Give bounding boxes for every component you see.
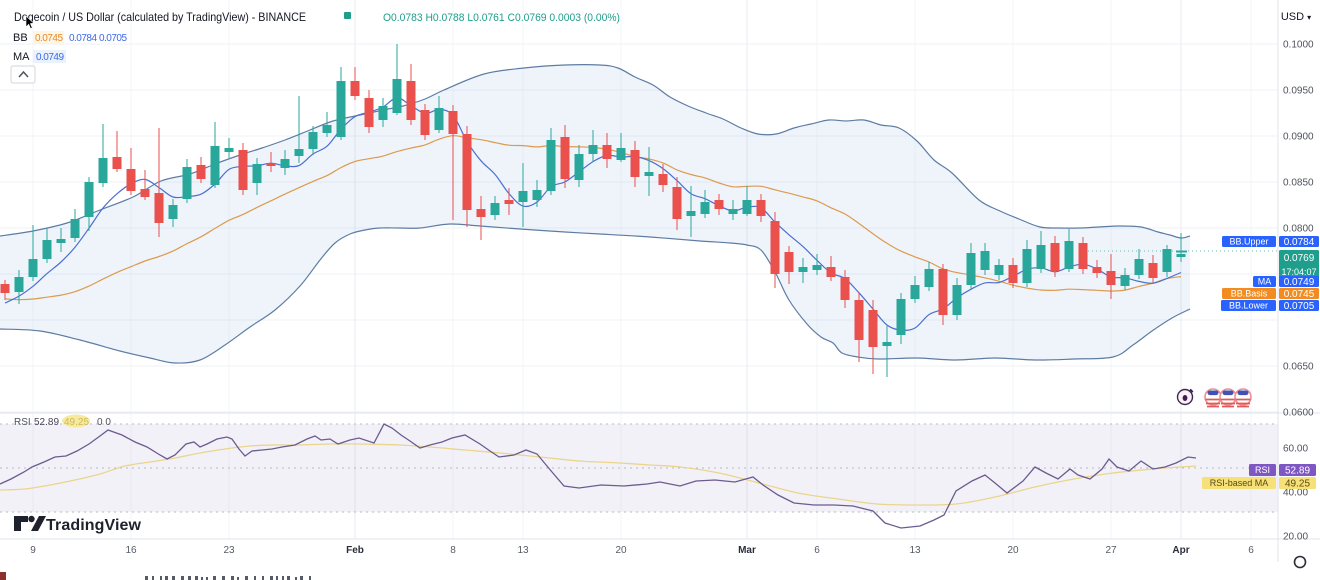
svg-text:O0.0783 H0.0788 L0.0761 C0.076: O0.0783 H0.0788 L0.0761 C0.0769 0.0003 (…	[383, 12, 620, 24]
svg-text:20: 20	[1007, 545, 1019, 556]
svg-text:0.0749: 0.0749	[36, 52, 64, 63]
svg-text:49.25: 49.25	[64, 417, 89, 428]
svg-text:TradingView: TradingView	[46, 517, 142, 534]
svg-text:9: 9	[30, 545, 36, 556]
svg-text:RSI: RSI	[1255, 465, 1270, 475]
svg-text:20.00: 20.00	[1283, 532, 1308, 543]
svg-text:8: 8	[450, 545, 456, 556]
svg-text:17:04:07: 17:04:07	[1281, 267, 1316, 277]
svg-text:BB.Lower: BB.Lower	[1229, 301, 1268, 311]
svg-text:13: 13	[909, 545, 921, 556]
svg-text:40.00: 40.00	[1283, 488, 1308, 499]
svg-text:0.0705: 0.0705	[1284, 301, 1315, 312]
svg-text:Apr: Apr	[1172, 545, 1189, 556]
svg-text:BB: BB	[13, 32, 28, 44]
svg-text:USD ▾: USD ▾	[1281, 11, 1311, 23]
svg-text:0.0784: 0.0784	[69, 33, 97, 44]
svg-text:RSI-based MA: RSI-based MA	[1210, 478, 1269, 488]
svg-text:BB.Basis: BB.Basis	[1231, 289, 1268, 299]
svg-text:0.0705: 0.0705	[99, 33, 127, 44]
svg-text:BB.Upper: BB.Upper	[1229, 237, 1268, 247]
svg-text:16: 16	[125, 545, 137, 556]
svg-text:6: 6	[1248, 545, 1254, 556]
svg-text:0.0784: 0.0784	[1284, 237, 1315, 248]
svg-text:0.0900: 0.0900	[1283, 132, 1314, 143]
svg-text:60.00: 60.00	[1283, 444, 1308, 455]
svg-text:52.89: 52.89	[1285, 466, 1310, 477]
svg-text:0.0800: 0.0800	[1283, 224, 1314, 235]
svg-text:MA: MA	[1258, 277, 1272, 287]
svg-text:6: 6	[814, 545, 820, 556]
svg-text:52.89: 52.89	[34, 417, 59, 428]
svg-text:0.0650: 0.0650	[1283, 362, 1314, 373]
svg-text:0.0950: 0.0950	[1283, 86, 1314, 97]
svg-text:Mar: Mar	[738, 545, 756, 556]
svg-text:49.25: 49.25	[1285, 479, 1310, 490]
svg-text:0.0850: 0.0850	[1283, 178, 1314, 189]
svg-text:23: 23	[223, 545, 235, 556]
svg-text:13: 13	[517, 545, 529, 556]
svg-text:0.0769: 0.0769	[1284, 253, 1315, 264]
svg-text:RSI: RSI	[14, 417, 31, 428]
svg-text:0.0745: 0.0745	[35, 33, 63, 44]
svg-text:0 0: 0 0	[97, 417, 111, 428]
svg-text:Feb: Feb	[346, 545, 364, 556]
svg-text:27: 27	[1105, 545, 1117, 556]
svg-text:MA: MA	[13, 51, 30, 63]
svg-text:0.0749: 0.0749	[1284, 277, 1315, 288]
svg-text:0.0600: 0.0600	[1283, 408, 1314, 419]
svg-text:0.0745: 0.0745	[1284, 289, 1315, 300]
svg-text:0.1000: 0.1000	[1283, 40, 1314, 51]
svg-text:20: 20	[615, 545, 627, 556]
svg-text:Dogecoin / US Dollar (calculat: Dogecoin / US Dollar (calculated by Trad…	[14, 10, 306, 24]
